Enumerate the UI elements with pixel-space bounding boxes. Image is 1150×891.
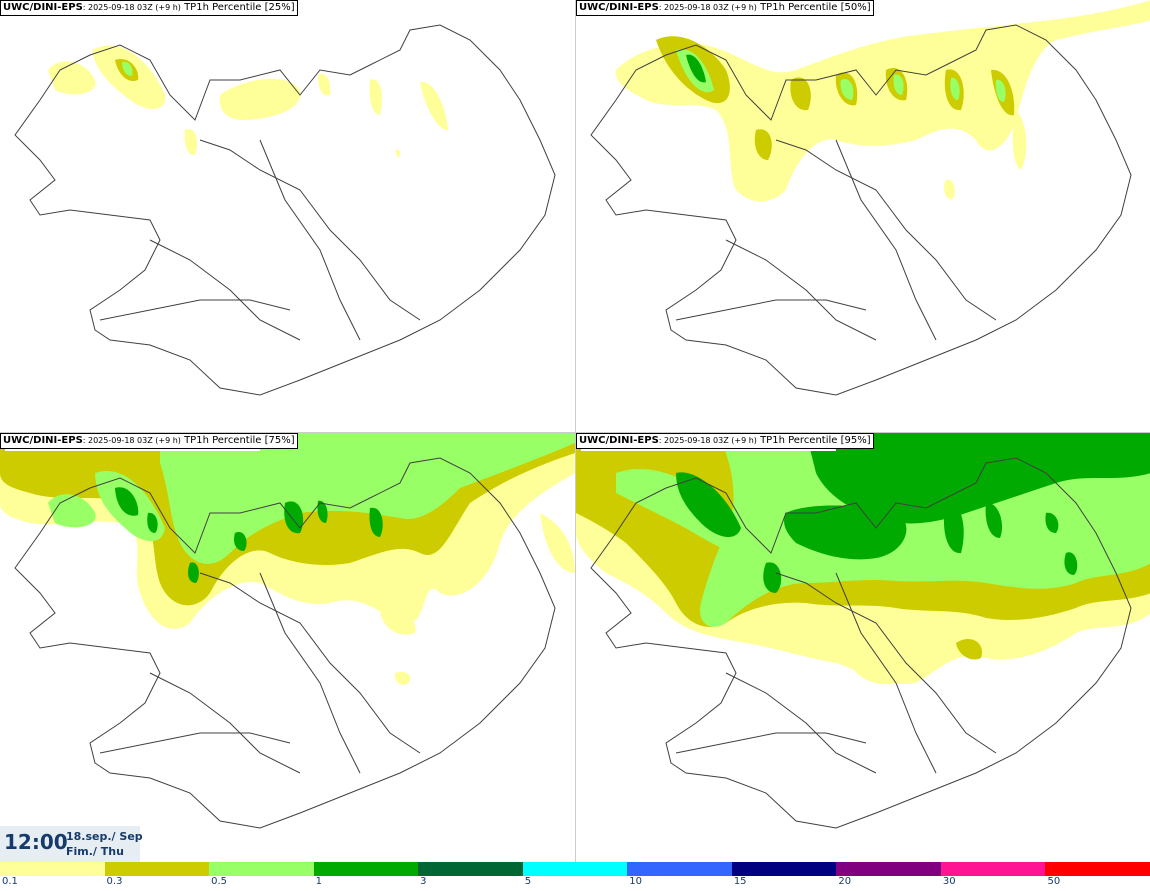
map-panel-p95: UWC/DINI-EPS: 2025-09-18 03Z (+9 h) TP1h… xyxy=(576,433,1150,865)
legend-swatch xyxy=(627,862,732,876)
legend-swatch xyxy=(522,862,628,876)
legend-tick-label: 10 xyxy=(629,876,642,887)
legend-swatch xyxy=(209,862,314,876)
panel-title-p75: UWC/DINI-EPS: 2025-09-18 03Z (+9 h) TP1h… xyxy=(0,433,298,449)
legend-tick-label: 3 xyxy=(420,876,427,887)
map-panel-p25: UWC/DINI-EPS: 2025-09-18 03Z (+9 h) TP1h… xyxy=(0,0,575,432)
legend-tick-label: 50 xyxy=(1047,876,1061,887)
legend-tick-label: 30 xyxy=(942,876,956,887)
panel-divider-horizontal xyxy=(0,432,1150,433)
precip-p95 xyxy=(576,433,1150,685)
legend-tick-label: 0.3 xyxy=(106,876,123,887)
map-canvas-p50 xyxy=(581,0,1150,396)
coastline-p95 xyxy=(590,457,1132,829)
model-name: UWC/DINI-EPS xyxy=(3,435,83,446)
valid-time-box xyxy=(0,826,140,862)
run-time: : 2025-09-18 03Z (+9 h) xyxy=(658,3,757,12)
field-name: TP1h Percentile [25%] xyxy=(184,2,295,13)
run-time: : 2025-09-18 03Z (+9 h) xyxy=(82,3,181,12)
model-name: UWC/DINI-EPS xyxy=(579,435,659,446)
precip-p75 xyxy=(0,433,575,685)
coastline-p50 xyxy=(590,24,1132,396)
precip-p50 xyxy=(581,0,1150,202)
map-panel-p50: UWC/DINI-EPS: 2025-09-18 03Z (+9 h) TP1h… xyxy=(576,0,1150,432)
run-time: : 2025-09-18 03Z (+9 h) xyxy=(658,436,757,445)
map-canvas-p75 xyxy=(0,433,575,829)
map-panel-p75: UWC/DINI-EPS: 2025-09-18 03Z (+9 h) TP1h… xyxy=(0,433,575,865)
legend-tick-label: 1 xyxy=(315,876,322,887)
legend-swatch xyxy=(313,862,419,876)
field-name: TP1h Percentile [50%] xyxy=(760,2,871,13)
legend-tick-label: 5 xyxy=(524,876,532,887)
legend-ticks: 0.1 0.3 0.5 1 3 5 10 15 20 30 50 xyxy=(0,876,1150,891)
legend-tick-label: 0.1 xyxy=(2,876,18,887)
map-canvas-p25 xyxy=(5,0,556,396)
field-name: TP1h Percentile [75%] xyxy=(184,435,295,446)
map-canvas-p95 xyxy=(576,433,1150,829)
legend-tick-label: 15 xyxy=(733,876,747,887)
coastline-p75 xyxy=(14,457,556,829)
panel-title-p50: UWC/DINI-EPS: 2025-09-18 03Z (+9 h) TP1h… xyxy=(576,0,874,16)
panel-title-p95: UWC/DINI-EPS: 2025-09-18 03Z (+9 h) TP1h… xyxy=(576,433,874,449)
run-time: : 2025-09-18 03Z (+9 h) xyxy=(82,436,181,445)
model-name: UWC/DINI-EPS xyxy=(3,2,83,13)
legend-swatch xyxy=(0,862,105,876)
coastline-p25 xyxy=(14,24,556,396)
field-name: TP1h Percentile [95%] xyxy=(760,435,871,446)
model-name: UWC/DINI-EPS xyxy=(579,2,659,13)
legend-swatch xyxy=(940,862,1046,876)
legend-swatch xyxy=(836,862,941,876)
legend-swatch xyxy=(418,862,523,876)
panel-title-p25: UWC/DINI-EPS: 2025-09-18 03Z (+9 h) TP1h… xyxy=(0,0,298,16)
legend-swatch xyxy=(1045,862,1150,876)
valid-date-line1: 18.sep./ Sep xyxy=(66,830,143,843)
precip-p25 xyxy=(5,0,448,158)
legend-tick-label: 0.5 xyxy=(211,876,227,887)
valid-time: 12:00 xyxy=(4,830,68,854)
valid-date-line2: Fim./ Thu xyxy=(66,845,124,858)
legend-swatch xyxy=(731,862,837,876)
legend-tick-label: 20 xyxy=(838,876,852,887)
legend-colorbar xyxy=(0,862,1150,876)
legend-swatch xyxy=(104,862,210,876)
